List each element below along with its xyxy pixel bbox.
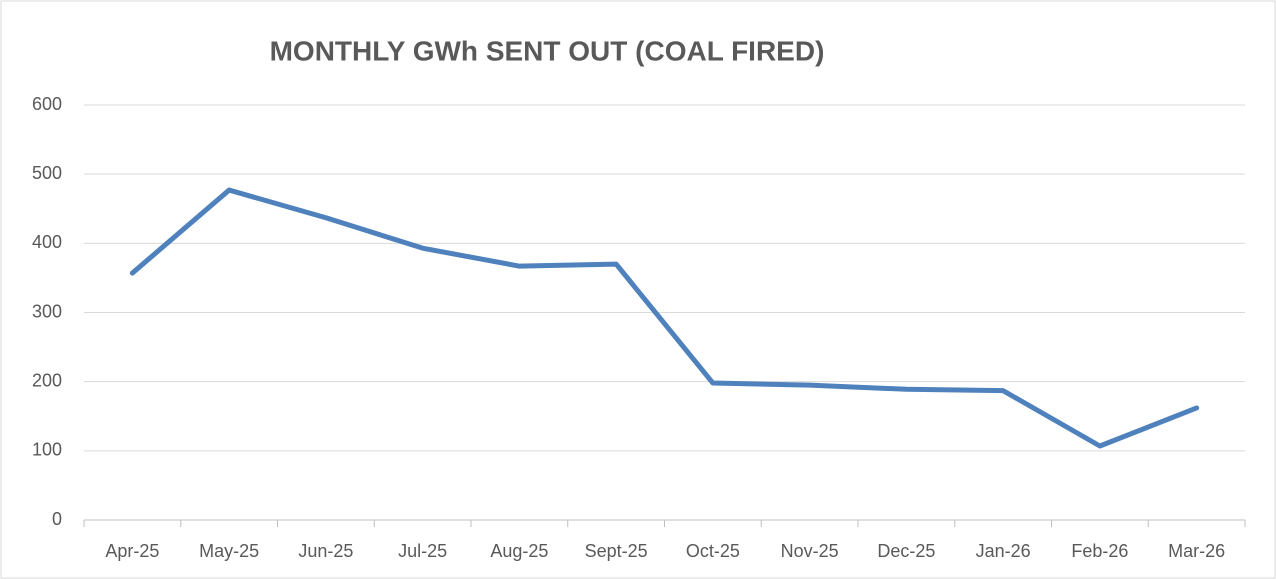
y-tick-label: 200 — [32, 370, 62, 390]
y-tick-label: 600 — [32, 94, 62, 114]
line-series — [129, 187, 1200, 449]
x-tick-label: Oct-25 — [686, 541, 740, 561]
x-tick-label: Aug-25 — [490, 541, 548, 561]
x-tick-label: Feb-26 — [1071, 541, 1128, 561]
x-tick-label: Sept-25 — [585, 541, 648, 561]
x-tick-label: Mar-26 — [1168, 541, 1225, 561]
x-tick-label: Jul-25 — [398, 541, 447, 561]
x-tick-label: Nov-25 — [781, 541, 839, 561]
y-tick-label: 500 — [32, 163, 62, 183]
y-tick-label: 100 — [32, 440, 62, 460]
x-tick-label: Dec-25 — [877, 541, 935, 561]
y-tick-label: 400 — [32, 232, 62, 252]
chart-title: MONTHLY GWh SENT OUT (COAL FIRED) — [270, 35, 825, 66]
x-tick-label: May-25 — [199, 541, 259, 561]
y-tick-label: 300 — [32, 301, 62, 321]
y-tick-label: 0 — [52, 509, 62, 529]
x-tick-label: Jun-25 — [298, 541, 353, 561]
x-tick-label: Apr-25 — [105, 541, 159, 561]
x-tick-label: Jan-26 — [976, 541, 1031, 561]
